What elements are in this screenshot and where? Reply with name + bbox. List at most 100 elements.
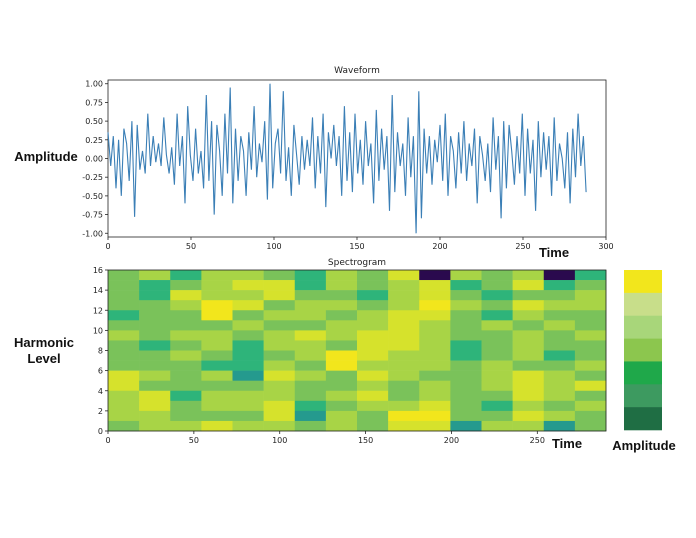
spectrogram-cell (170, 340, 202, 351)
spectrogram-cell (170, 380, 202, 392)
spectrogram-cell (170, 400, 202, 412)
spectrogram-cell (450, 420, 482, 432)
spectrogram-cell (543, 360, 576, 371)
spectrogram-cell (108, 360, 140, 371)
spectrogram-cell (325, 360, 358, 371)
spectrogram-y-tick-label: 0 (98, 427, 103, 436)
spectrogram-cell (201, 320, 233, 331)
spectrogram-cell (574, 420, 607, 432)
spectrogram-cell (201, 390, 233, 402)
spectrogram-cell (294, 290, 327, 301)
spectrogram-cell (419, 330, 451, 341)
colorbar-segment (624, 292, 662, 317)
spectrogram-cell (325, 320, 358, 331)
spectrogram-cell (139, 410, 171, 422)
waveform-x-tick-label: 150 (349, 242, 364, 251)
spectrogram-y-tick-label: 12 (93, 306, 103, 315)
spectrogram-cell (574, 400, 607, 412)
spectrogram-cell (139, 390, 171, 402)
spectrogram-cell (388, 290, 420, 301)
spectrogram-cell (543, 300, 576, 311)
spectrogram-cell (512, 420, 545, 432)
spectrogram-cell (574, 320, 607, 331)
spectrogram-cell (419, 290, 451, 301)
spectrogram-cell (201, 400, 233, 412)
spectrogram-cell (263, 410, 296, 422)
spectrogram-cell (388, 320, 420, 331)
spectrogram-xlabel: Time (552, 436, 582, 451)
spectrogram-cell (108, 270, 140, 281)
waveform-y-tick-label: -1.00 (82, 229, 103, 238)
spectrogram-cell (263, 370, 296, 381)
spectrogram-cell (512, 330, 545, 341)
spectrogram-cell (481, 300, 513, 311)
waveform-y-tick-label: 0.75 (85, 98, 103, 107)
spectrogram-cell (170, 320, 202, 331)
spectrogram-cell (574, 310, 607, 321)
spectrogram-cell (139, 300, 171, 311)
spectrogram-cell (201, 330, 233, 341)
spectrogram-cell (357, 380, 389, 392)
spectrogram-cell (481, 330, 513, 341)
spectrogram-cells (108, 270, 607, 432)
spectrogram-cell (108, 350, 140, 361)
spectrogram-cell (108, 400, 140, 412)
spectrogram-cell (325, 370, 358, 381)
spectrogram-cell (294, 320, 327, 331)
colorbar-segment (624, 270, 662, 294)
spectrogram-cell (232, 350, 264, 361)
spectrogram-cell (232, 280, 264, 291)
spectrogram-cell (450, 340, 482, 351)
spectrogram-cell (263, 420, 296, 432)
spectrogram-cell (325, 330, 358, 341)
spectrogram-cell (388, 370, 420, 381)
spectrogram-cell (543, 370, 576, 381)
spectrogram-x-tick-label: 0 (105, 436, 110, 445)
spectrogram-cell (232, 400, 264, 412)
spectrogram-cell (232, 390, 264, 402)
spectrogram-cell (108, 390, 140, 402)
spectrogram-y-tick-label: 14 (93, 286, 103, 295)
spectrogram-cell (512, 410, 545, 422)
spectrogram-cell (325, 310, 358, 321)
spectrogram-cell (512, 340, 545, 351)
spectrogram-cell (294, 370, 327, 381)
spectrogram-cell (481, 400, 513, 412)
spectrogram-cell (574, 330, 607, 341)
colorbar-segment (624, 407, 662, 431)
spectrogram-cell (325, 300, 358, 311)
spectrogram-cell (139, 330, 171, 341)
waveform-series-line (107, 83, 587, 234)
spectrogram-cell (294, 310, 327, 321)
spectrogram-cell (481, 340, 513, 351)
waveform-xlabel: Time (539, 245, 569, 260)
spectrogram-cell (574, 390, 607, 402)
spectrogram-x-tick-label: 200 (444, 436, 459, 445)
spectrogram-cell (543, 380, 576, 392)
spectrogram-ylabel-line1: Harmonic (14, 335, 74, 350)
spectrogram-cell (263, 320, 296, 331)
spectrogram-cell (263, 340, 296, 351)
spectrogram-cell (232, 290, 264, 301)
spectrogram-cell (574, 300, 607, 311)
spectrogram-cell (450, 270, 482, 281)
spectrogram-cell (357, 340, 389, 351)
colorbar-segment (624, 338, 662, 362)
waveform-y-tick-label: 1.00 (85, 80, 103, 89)
spectrogram-x-ticks: 0 50 100 150 200 250 (105, 431, 545, 445)
spectrogram-cell (108, 290, 140, 301)
spectrogram-cell (108, 320, 140, 331)
spectrogram-cell (108, 300, 140, 311)
spectrogram-cell (170, 390, 202, 402)
spectrogram-y-ticks: 0 2 4 6 8 10 12 14 16 (93, 266, 108, 436)
spectrogram-cell (263, 380, 296, 392)
spectrogram-cell (357, 350, 389, 361)
spectrogram-cell (170, 280, 202, 291)
spectrogram-cell (170, 270, 202, 281)
spectrogram-cell (325, 270, 358, 281)
spectrogram-cell (263, 390, 296, 402)
spectrogram-cell (139, 270, 171, 281)
colorbar-label: Amplitude (612, 438, 676, 453)
spectrogram-panel: Spectrogram Harmonic Level Time 0 2 4 6 8 10 1… (14, 258, 607, 451)
